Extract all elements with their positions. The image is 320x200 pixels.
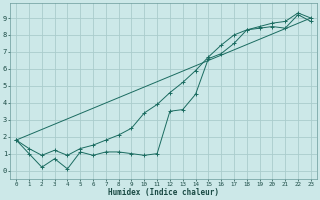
X-axis label: Humidex (Indice chaleur): Humidex (Indice chaleur) [108, 188, 219, 197]
